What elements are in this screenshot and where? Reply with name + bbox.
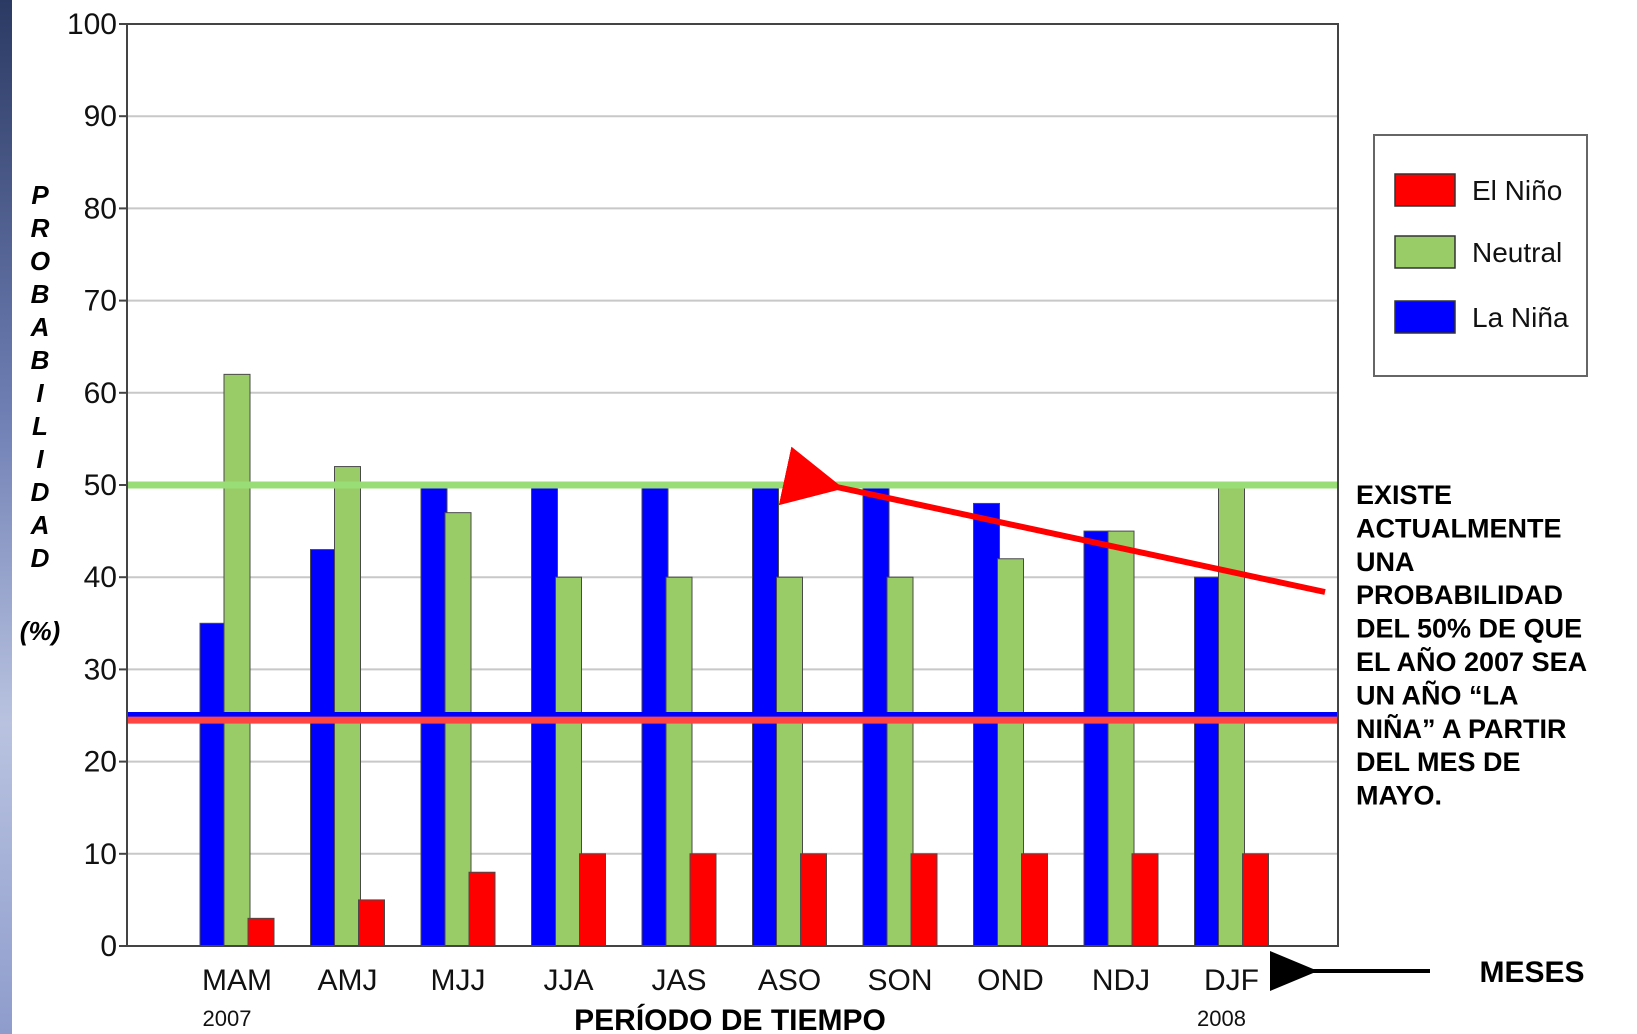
plot-frame xyxy=(126,23,1339,947)
x-tick-label: OND xyxy=(977,964,1044,997)
bar-neutral-jas xyxy=(665,576,693,947)
y-tick-label: 80 xyxy=(84,192,117,225)
x-tick-label: MAM xyxy=(202,964,272,997)
bar-la-ni-a-djf xyxy=(1194,576,1221,947)
annotation-line: PROBABILIDAD xyxy=(1356,580,1563,610)
y-axis-title-letter: I xyxy=(36,378,44,408)
bar-el-ni-o-jja xyxy=(579,853,606,947)
x-tick-year: 2007 xyxy=(203,1006,252,1031)
y-tick-label: 100 xyxy=(67,8,117,41)
bar-la-ni-a-ndj xyxy=(1083,530,1111,947)
annotation-line: EXISTE xyxy=(1356,480,1452,510)
x-tick-label: JJA xyxy=(543,964,593,997)
y-tick-label: 0 xyxy=(100,930,117,963)
reference-lines xyxy=(127,481,1338,724)
y-axis-title-letter: A xyxy=(30,510,50,540)
y-axis-title-letter: B xyxy=(31,345,50,375)
bar-el-ni-o-ndj xyxy=(1131,853,1159,947)
annotation-arrow xyxy=(778,446,1326,595)
bar-la-ni-a-mam xyxy=(199,622,227,947)
x-tick-label: ASO xyxy=(758,964,821,997)
legend-swatch xyxy=(1394,300,1456,334)
legend: El Niño Neutral La Niña xyxy=(1373,134,1588,377)
y-tick-label: 20 xyxy=(84,746,117,779)
x-tick-labels: MAM 2007 AMJ MJJ JJA JAS ASO SON OND NDJ DJF 2008 xyxy=(202,964,1259,1031)
y-axis-title-letter: L xyxy=(32,411,48,441)
annotation-line: DEL MES DE xyxy=(1356,747,1521,777)
x-tick-label: NDJ xyxy=(1092,964,1150,997)
y-tick-label: 50 xyxy=(84,469,117,502)
x-tick-label: AMJ xyxy=(318,964,378,997)
y-tick-label: 90 xyxy=(84,100,117,133)
bar-la-ni-a-ond xyxy=(973,502,1000,947)
x-tick-label: JAS xyxy=(651,964,706,997)
y-tick-labels: 0 10 20 30 40 50 60 70 80 90 100 xyxy=(67,8,127,963)
meses-label: MESES xyxy=(1479,956,1584,989)
y-axis-title-letter: P xyxy=(31,180,49,210)
y-tick-label: 60 xyxy=(84,377,117,410)
y-axis-title: PROBABILIDAD xyxy=(30,180,51,573)
y-axis-title-letter: I xyxy=(36,444,44,474)
annotation-line: DEL 50% DE QUE xyxy=(1356,614,1582,644)
annotation-line: NIÑA” A PARTIR xyxy=(1356,713,1567,744)
legend-swatch xyxy=(1394,173,1456,207)
bar-neutral-ond xyxy=(997,558,1024,947)
bar-el-ni-o-mjj xyxy=(468,871,496,947)
bar-neutral-ndj xyxy=(1107,530,1135,947)
bar-el-ni-o-djf xyxy=(1242,853,1269,947)
bar-el-ni-o-aso xyxy=(800,853,827,947)
bar-neutral-mam xyxy=(223,373,251,947)
y-axis-title-letter: D xyxy=(31,477,50,507)
y-tick-label: 30 xyxy=(84,653,117,686)
slide-edge-decoration xyxy=(0,0,12,1034)
y-axis-title-letter: B xyxy=(31,279,50,309)
x-tick-year: 2008 xyxy=(1197,1006,1246,1031)
y-axis-title-letter: R xyxy=(31,213,50,243)
legend-label: La Niña xyxy=(1472,302,1569,333)
y-axis-title-letter: A xyxy=(30,312,50,342)
bar-el-ni-o-amj xyxy=(358,899,385,947)
y-axis-title-letter: D xyxy=(31,543,50,573)
bar-el-ni-o-son xyxy=(910,853,938,947)
bar-neutral-son xyxy=(886,576,914,947)
annotation-line: MAYO. xyxy=(1356,781,1442,811)
y-tick-label: 40 xyxy=(84,561,117,594)
y-axis-unit: (%) xyxy=(20,616,60,646)
x-tick-label: SON xyxy=(867,964,932,997)
bar-neutral-mjj xyxy=(444,512,472,947)
annotation-line: ACTUALMENTE xyxy=(1356,513,1561,543)
y-tick-label: 10 xyxy=(84,838,117,871)
y-tick-label: 70 xyxy=(84,285,117,318)
annotation-line: UN AÑO “LA xyxy=(1356,679,1519,710)
legend-swatch xyxy=(1394,235,1456,269)
legend-label: Neutral xyxy=(1472,237,1562,268)
x-axis-title: PERÍODO DE TIEMPO xyxy=(574,1003,886,1034)
bar-el-ni-o-mam xyxy=(247,917,275,947)
annotation-line: EL AÑO 2007 SEA xyxy=(1356,646,1587,677)
x-tick-label: MJJ xyxy=(431,964,486,997)
x-tick-label: DJF xyxy=(1204,964,1259,997)
bar-el-ni-o-ond xyxy=(1021,853,1048,947)
legend-label: El Niño xyxy=(1472,175,1562,206)
bar-neutral-aso xyxy=(776,576,803,947)
bar-la-ni-a-amj xyxy=(310,549,337,947)
y-axis-title-letter: O xyxy=(30,246,50,276)
bars xyxy=(199,373,1269,947)
annotation-line: UNA xyxy=(1356,547,1415,577)
bar-neutral-jja xyxy=(555,576,582,947)
bar-el-ni-o-jas xyxy=(689,853,717,947)
bar-neutral-amj xyxy=(334,466,361,947)
